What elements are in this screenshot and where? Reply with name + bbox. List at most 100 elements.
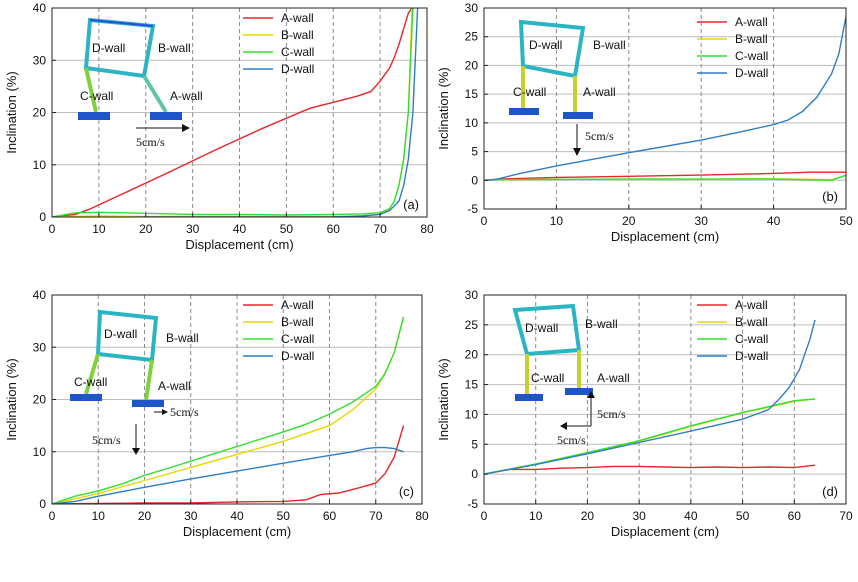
x-tick-label: 30 bbox=[186, 222, 200, 236]
legend-label: D-wall bbox=[281, 62, 314, 76]
x-tick-label: 50 bbox=[839, 214, 853, 228]
y-tick-label: 0 bbox=[39, 497, 46, 511]
legend-label: B-wall bbox=[281, 315, 314, 329]
a-wall-base bbox=[132, 400, 164, 407]
y-tick-label: -5 bbox=[467, 202, 478, 216]
legend-label: B-wall bbox=[281, 28, 314, 42]
velocity-label-v: 5cm/s bbox=[597, 407, 626, 421]
y-tick-label: 30 bbox=[465, 1, 479, 15]
x-tick-label: 40 bbox=[767, 214, 781, 228]
legend-label: C-wall bbox=[281, 332, 314, 346]
velocity-label-h: 5cm/s bbox=[557, 433, 586, 447]
series-line-d-wall bbox=[484, 319, 816, 475]
legend-label: D-wall bbox=[735, 66, 768, 80]
y-tick-label: 0 bbox=[39, 210, 46, 224]
series-line-c-wall bbox=[484, 174, 846, 182]
chart-panel-c: D-wall B-wall C-wall A-wall 5cm/s 5cm/s 0 10 20 3… bbox=[4, 288, 429, 539]
y-tick-label: 5 bbox=[471, 437, 478, 451]
inset-label-c-wall: C-wall bbox=[74, 375, 107, 389]
a-wall-base bbox=[563, 112, 593, 119]
velocity-arrowhead bbox=[182, 124, 190, 132]
inset-label-d-wall: D-wall bbox=[92, 41, 125, 55]
velocity-label-v: 5cm/s bbox=[92, 433, 121, 447]
legend-label: D-wall bbox=[281, 349, 314, 363]
inset-label-a-wall: A-wall bbox=[158, 379, 191, 393]
y-tick-label: 25 bbox=[465, 318, 479, 332]
y-tick-label: 30 bbox=[465, 288, 479, 302]
inset-label-a-wall: A-wall bbox=[583, 85, 616, 99]
series-line-a-wall bbox=[52, 8, 413, 217]
y-tick-label: 20 bbox=[465, 58, 479, 72]
legend-label: B-wall bbox=[735, 315, 768, 329]
inset-label-a-wall: A-wall bbox=[170, 89, 203, 103]
x-tick-label: 0 bbox=[49, 509, 56, 523]
y-tick-label: 15 bbox=[465, 87, 479, 101]
inset-label-b-wall: B-wall bbox=[166, 331, 199, 345]
c-wall-base bbox=[70, 394, 102, 401]
x-tick-label: 70 bbox=[839, 509, 853, 523]
plot-frame bbox=[483, 7, 847, 210]
frame-top bbox=[89, 19, 154, 27]
inset-label-c-wall: C-wall bbox=[80, 89, 113, 103]
series-line-d-wall bbox=[484, 16, 846, 181]
inset-label-b-wall: B-wall bbox=[585, 317, 618, 331]
chart-panel-a: D-wall B-wall C-wall A-wall 5cm/s 0 10 20 30 40 50… bbox=[4, 1, 434, 252]
x-tick-label: 10 bbox=[550, 214, 564, 228]
velocity-arrowhead-h bbox=[560, 422, 567, 430]
series-line-c-wall bbox=[52, 8, 414, 217]
series-line-a-wall bbox=[484, 171, 846, 181]
inset-diagram: D-wall B-wall C-wall A-wall 5cm/s 5cm/s bbox=[512, 303, 630, 447]
inset-label-d-wall: D-wall bbox=[529, 38, 562, 52]
series-line-c-wall bbox=[484, 398, 816, 475]
x-tick-label: 80 bbox=[415, 509, 429, 523]
panel-tag: (d) bbox=[822, 484, 838, 499]
chart-panel-d: D-wall B-wall C-wall A-wall 5cm/s 5cm/s 0 10 20 3… bbox=[436, 288, 853, 539]
x-tick-label: 10 bbox=[92, 509, 106, 523]
y-axis-title: Inclination (%) bbox=[436, 358, 451, 440]
x-tick-label: 20 bbox=[139, 222, 153, 236]
x-tick-label: 20 bbox=[581, 509, 595, 523]
x-tick-label: 0 bbox=[481, 214, 488, 228]
velocity-label: 5cm/s bbox=[585, 129, 614, 143]
inset-diagram: D-wall B-wall C-wall A-wall 5cm/s bbox=[509, 19, 626, 156]
y-tick-label: -5 bbox=[467, 497, 478, 511]
series-line-b-wall bbox=[52, 316, 405, 504]
x-tick-label: 40 bbox=[684, 509, 698, 523]
y-tick-label: 0 bbox=[471, 467, 478, 481]
legend-label: B-wall bbox=[735, 32, 768, 46]
y-tick-label: 40 bbox=[33, 1, 47, 15]
y-tick-label: 20 bbox=[33, 106, 47, 120]
y-tick-label: 40 bbox=[33, 288, 47, 302]
x-tick-label: 0 bbox=[481, 509, 488, 523]
x-tick-label: 30 bbox=[632, 509, 646, 523]
velocity-label: 5cm/s bbox=[136, 135, 165, 149]
legend-label: A-wall bbox=[735, 298, 768, 312]
legend-label: A-wall bbox=[281, 11, 314, 25]
legend-label: D-wall bbox=[735, 349, 768, 363]
y-axis-title: Inclination (%) bbox=[436, 67, 451, 149]
x-tick-label: 30 bbox=[695, 214, 709, 228]
x-tick-label: 50 bbox=[736, 509, 750, 523]
plot-frame bbox=[483, 294, 847, 505]
series-line-c-wall bbox=[52, 316, 405, 504]
a-wall-base bbox=[150, 112, 182, 120]
x-tick-label: 60 bbox=[788, 509, 802, 523]
panel-tag: (b) bbox=[822, 189, 838, 204]
y-tick-label: 20 bbox=[465, 348, 479, 362]
legend-label: C-wall bbox=[735, 332, 768, 346]
x-tick-label: 60 bbox=[323, 509, 337, 523]
velocity-arrowhead-v bbox=[132, 448, 140, 455]
y-tick-label: 0 bbox=[471, 173, 478, 187]
x-tick-label: 40 bbox=[230, 509, 244, 523]
y-tick-label: 30 bbox=[33, 53, 47, 67]
x-axis-title: Displacement (cm) bbox=[185, 237, 293, 252]
inset-label-c-wall: C-wall bbox=[531, 371, 564, 385]
legend-label: C-wall bbox=[281, 45, 314, 59]
inset-label-a-wall: A-wall bbox=[597, 371, 630, 385]
legend-label: A-wall bbox=[735, 15, 768, 29]
x-tick-label: 70 bbox=[373, 222, 387, 236]
x-tick-label: 10 bbox=[529, 509, 543, 523]
x-tick-label: 30 bbox=[184, 509, 198, 523]
